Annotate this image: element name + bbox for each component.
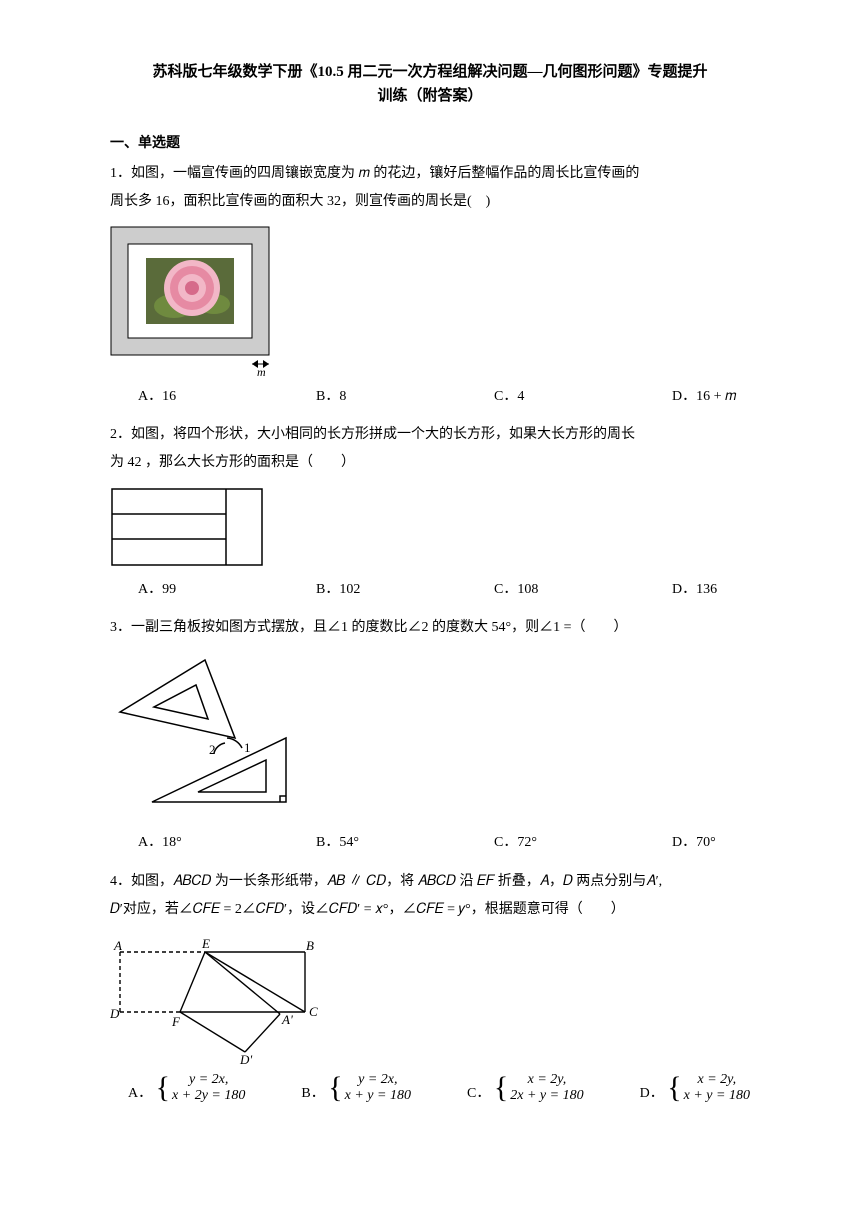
q2-opt-c[interactable]: C．108 [466, 577, 644, 602]
q4-line2: 𝐷′对应，若∠𝐶𝐹𝐸 = 2∠𝐶𝐹𝐷′，设∠𝐶𝐹𝐷′ = 𝑥°，∠𝐶𝐹𝐸 = 𝑦… [110, 902, 625, 917]
q4-c-r1: x = 2y, [510, 1072, 583, 1088]
q3-opt-d[interactable]: D．70° [644, 830, 822, 855]
q4-d-r1: x = 2y, [684, 1072, 750, 1088]
q4-opt-d[interactable]: D． { x = 2y, x + y = 180 [640, 1072, 750, 1106]
q4-a-r2: x + 2y = 180 [172, 1088, 245, 1104]
q4-b-r1: y = 2x, [345, 1072, 411, 1088]
q4-label-E: E [201, 936, 210, 951]
q1-opt-a[interactable]: A．16 [110, 384, 288, 409]
q3-opt-c[interactable]: C．72° [466, 830, 644, 855]
title-line-1: 苏科版七年级数学下册《10.5 用二元一次方程组解决问题—几何图形问题》专题提升 [152, 64, 707, 80]
q1-opt-b[interactable]: B．8 [288, 384, 466, 409]
q1-num: 1． [110, 166, 131, 181]
q1-line1: 如图，一幅宣传画的四周镶嵌宽度为 𝑚 的花边，镶好后整幅作品的周长比宣传画的 [131, 166, 639, 181]
q4-label-A: A [113, 938, 122, 953]
q3-text: 3．一副三角板按如图方式摆放，且∠1 的度数比∠2 的度数大 54°，则∠1 =… [110, 614, 750, 642]
doc-title: 苏科版七年级数学下册《10.5 用二元一次方程组解决问题—几何图形问题》专题提升… [110, 60, 750, 108]
q4-d-r2: x + y = 180 [684, 1088, 750, 1104]
q4-d-pre: D． [640, 1086, 664, 1101]
q4-label-F: F [171, 1014, 181, 1029]
q2-line1: 如图，将四个形状，大小相同的长方形拼成一个大的长方形，如果大长方形的周长 [131, 427, 635, 442]
q4-c-r2: 2x + y = 180 [510, 1088, 583, 1104]
q3-label-2: 2 [209, 742, 216, 757]
q3-figure: 1 2 [110, 652, 750, 822]
q4-svg: A E B D F C A' D' [110, 934, 340, 1064]
q4-a-r1: y = 2x, [172, 1072, 245, 1088]
q1-svg: m [110, 226, 280, 376]
q1-line2: 周长多 16，面积比宣传画的面积大 32，则宣传画的周长是( ) [110, 194, 490, 209]
q1-figure: m [110, 226, 750, 376]
q4-label-B: B [306, 938, 314, 953]
q4-num: 4． [110, 874, 131, 889]
q4-label-Ap: A' [281, 1012, 293, 1027]
q1-options: A．16 B．8 C．4 D．16 + 𝑚 [110, 384, 750, 409]
q2-svg [110, 487, 270, 569]
q3-opt-b[interactable]: B．54° [288, 830, 466, 855]
q3-svg: 1 2 [110, 652, 310, 822]
q4-b-r2: x + y = 180 [345, 1088, 411, 1104]
q4-label-C: C [309, 1004, 318, 1019]
q2-line2: 为 42 ，那么大长方形的面积是（ ） [110, 455, 355, 470]
q4-a-pre: A． [128, 1086, 152, 1101]
q4-options: A． { y = 2x, x + 2y = 180 B． { y = 2x, x… [110, 1072, 750, 1106]
q1-opt-d[interactable]: D．16 + 𝑚 [644, 384, 822, 409]
q3-opt-a[interactable]: A．18° [110, 830, 288, 855]
q4-line1: 如图，𝐴𝐵𝐶𝐷 为一长条形纸带，𝐴𝐵 ∥ 𝐶𝐷，将 𝐴𝐵𝐶𝐷 沿 𝐸𝐹 折叠，𝐴… [131, 874, 662, 889]
q3-body: 一副三角板按如图方式摆放，且∠1 的度数比∠2 的度数大 54°，则∠1 =（ … [131, 620, 628, 635]
q2-text: 2．如图，将四个形状，大小相同的长方形拼成一个大的长方形，如果大长方形的周长 为… [110, 421, 750, 477]
title-line-2: 训练（附答案） [377, 88, 482, 104]
q2-opt-b[interactable]: B．102 [288, 577, 466, 602]
q4-b-pre: B． [301, 1086, 324, 1101]
page: 苏科版七年级数学下册《10.5 用二元一次方程组解决问题—几何图形问题》专题提升… [0, 0, 860, 1158]
q2-figure [110, 487, 750, 569]
q4-opt-c[interactable]: C． { x = 2y, 2x + y = 180 [467, 1072, 584, 1106]
q1-opt-c[interactable]: C．4 [466, 384, 644, 409]
q2-opt-a[interactable]: A．99 [110, 577, 288, 602]
q4-figure: A E B D F C A' D' [110, 934, 750, 1064]
q3-num: 3． [110, 620, 131, 635]
q4-text: 4．如图，𝐴𝐵𝐶𝐷 为一长条形纸带，𝐴𝐵 ∥ 𝐶𝐷，将 𝐴𝐵𝐶𝐷 沿 𝐸𝐹 折叠… [110, 868, 750, 924]
q4-label-D: D [110, 1006, 120, 1021]
q2-options: A．99 B．102 C．108 D．136 [110, 577, 750, 602]
section-heading: 一、单选题 [110, 132, 750, 152]
q1-text: 1．如图，一幅宣传画的四周镶嵌宽度为 𝑚 的花边，镶好后整幅作品的周长比宣传画的… [110, 160, 750, 216]
q2-opt-d[interactable]: D．136 [644, 577, 822, 602]
q1-m-label: m [257, 365, 266, 376]
q4-c-pre: C． [467, 1086, 490, 1101]
q4-opt-a[interactable]: A． { y = 2x, x + 2y = 180 [110, 1072, 245, 1106]
q3-label-1: 1 [244, 740, 251, 755]
q4-opt-b[interactable]: B． { y = 2x, x + y = 180 [301, 1072, 411, 1106]
q2-num: 2． [110, 427, 131, 442]
q4-label-Dp: D' [239, 1052, 252, 1064]
q3-options: A．18° B．54° C．72° D．70° [110, 830, 750, 855]
